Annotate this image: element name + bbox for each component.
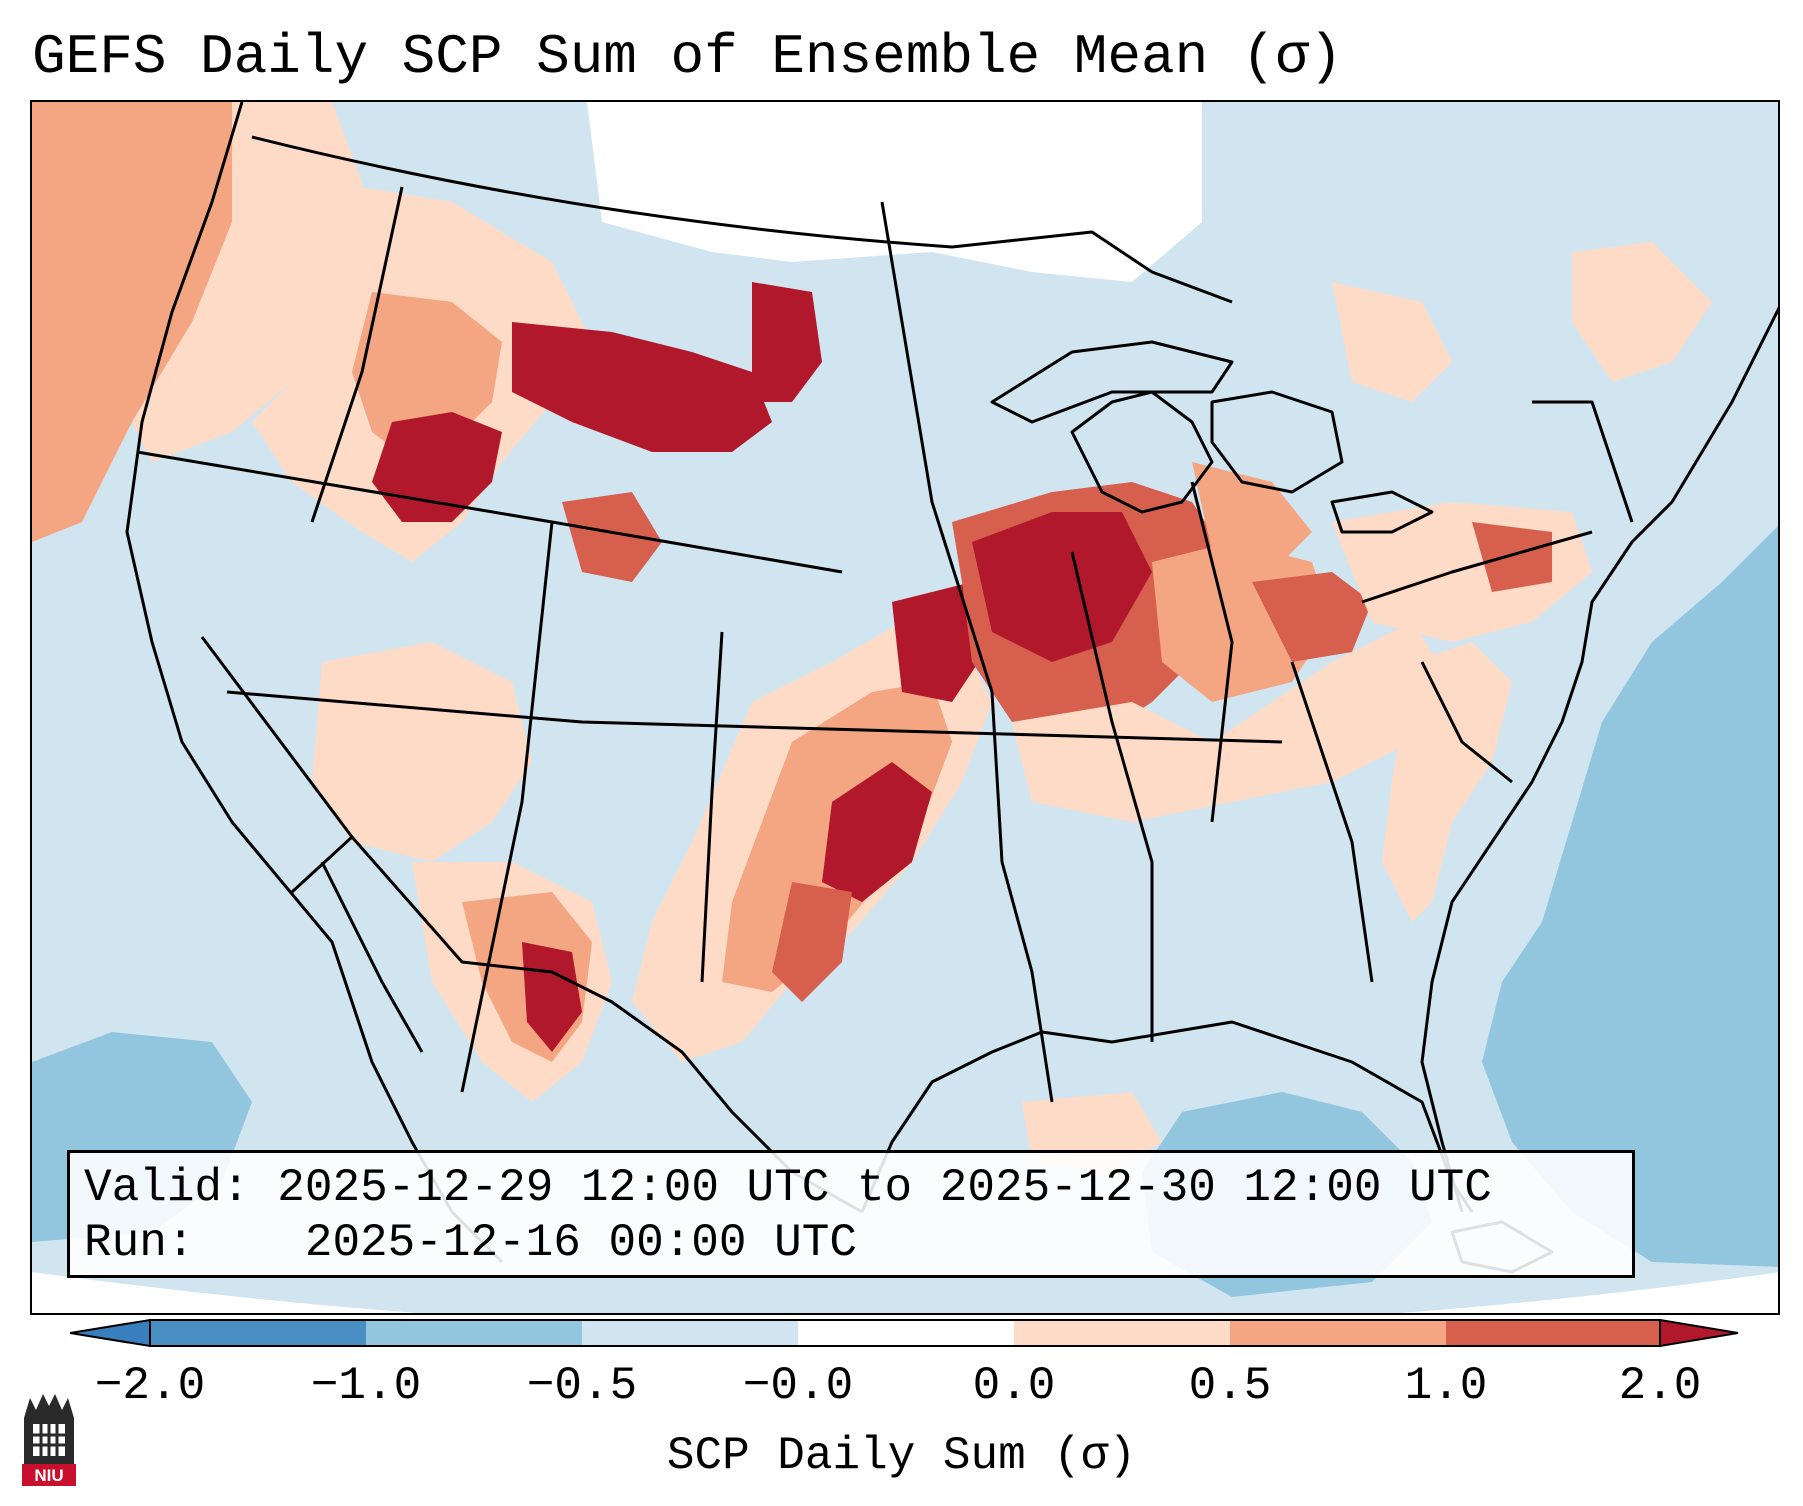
lake-superior-shore (990, 340, 1234, 424)
logo-red-band (22, 1464, 76, 1486)
run-value: 2025-12-16 00:00 UTC (304, 1217, 857, 1269)
colorbar-outline (149, 1319, 1661, 1347)
colorbar-bin-05-1 (1230, 1320, 1446, 1346)
chart-title: GEFS Daily SCP Sum of Ensemble Mean (σ) (32, 25, 1343, 89)
border-mississippi (1070, 551, 1154, 1042)
border-new-england (1532, 400, 1634, 523)
lake-huron-shore (1210, 390, 1344, 494)
logo-text: NIU (34, 1466, 63, 1485)
colorbar (70, 1318, 1739, 1348)
pos-region-oklahoma (822, 762, 932, 902)
border-tx-la (1000, 861, 1054, 1103)
border-nm-tx (700, 631, 724, 983)
border-oh-pa (1361, 530, 1593, 604)
baja-coast (320, 861, 424, 1053)
colorbar-tick: −1.0 (310, 1360, 422, 1412)
run-label: Run: (84, 1217, 195, 1269)
colorbar-tick: 0.5 (1188, 1360, 1272, 1412)
border-al-ga (1290, 661, 1374, 983)
pos-region-ohio-valley (1012, 622, 1452, 822)
colorbar-bin-0-05 (1014, 1320, 1230, 1346)
pos-region-idaho-max (372, 412, 502, 522)
coastlines (125, 102, 1778, 1274)
valid-label: Valid: (84, 1162, 250, 1214)
border-ut-co (460, 521, 554, 1093)
valid-value: 2025-12-29 12:00 UTC to 2025-12-30 12:00… (277, 1162, 1492, 1214)
pos-region-southwest (312, 642, 532, 862)
projection-edge (32, 1272, 1778, 1313)
colorbar-tick: 0.0 (972, 1360, 1056, 1412)
border-id-mt (310, 186, 404, 523)
colorbar-bin-zero (798, 1320, 1014, 1346)
validity-info-box: Valid: 2025-12-29 12:00 UTC to 2025-12-3… (67, 1150, 1635, 1278)
colorbar-min-extend (70, 1318, 151, 1348)
gulf-coast (860, 1020, 1474, 1213)
us-canada-border (251, 135, 1233, 304)
pos-region-pacific (32, 102, 232, 542)
logo-grid (33, 1424, 65, 1456)
border-il-in (1190, 481, 1234, 823)
pacific-coast (125, 102, 504, 1264)
lake-erie-shore (1330, 490, 1434, 534)
colorbar-tick: 2.0 (1618, 1360, 1702, 1412)
pos-region-pennsylvania (1472, 522, 1552, 592)
colorbar-bin-neg1-neg05 (366, 1320, 582, 1346)
border-plains-east (880, 201, 1004, 863)
colorbar-bin-1-2 (1446, 1320, 1660, 1346)
colorbar-bin-neg2-neg1 (150, 1320, 366, 1346)
pos-region-iowa (972, 512, 1152, 662)
map-canvas (32, 102, 1778, 1313)
colorbar-tick: −2.0 (94, 1360, 206, 1412)
colorbar-bin-neg05-0 (582, 1320, 798, 1346)
colorbar-label: SCP Daily Sum (σ) (666, 1430, 1137, 1482)
pos-region-quebec (1572, 242, 1712, 382)
pos-region-atlantic-coast (1382, 642, 1512, 922)
niu-logo-icon: NIU (22, 1394, 76, 1486)
colorbar-max-extend (1659, 1318, 1739, 1348)
colorbar-tick: 1.0 (1404, 1360, 1488, 1412)
pos-region-ohio (1252, 572, 1372, 662)
pos-region-michigan (1192, 462, 1312, 572)
pos-region-texas (772, 882, 852, 1002)
colorbar-tick: −0.0 (742, 1360, 854, 1412)
pos-region-dakota (752, 282, 822, 402)
neg-region-atlantic (1482, 526, 1778, 1267)
pos-region-ontario (1332, 282, 1452, 402)
colorbar-tick: −0.5 (526, 1360, 638, 1412)
pos-region-wyoming (562, 492, 662, 582)
pos-region-pacific-coast (132, 102, 362, 462)
border-va-nc (1420, 661, 1513, 784)
lake-michigan-shore (1070, 390, 1214, 514)
atlantic-coast (1420, 306, 1778, 1213)
map-panel (30, 100, 1780, 1315)
border-latitude-37 (226, 690, 1283, 744)
pos-region-montana (512, 322, 772, 452)
